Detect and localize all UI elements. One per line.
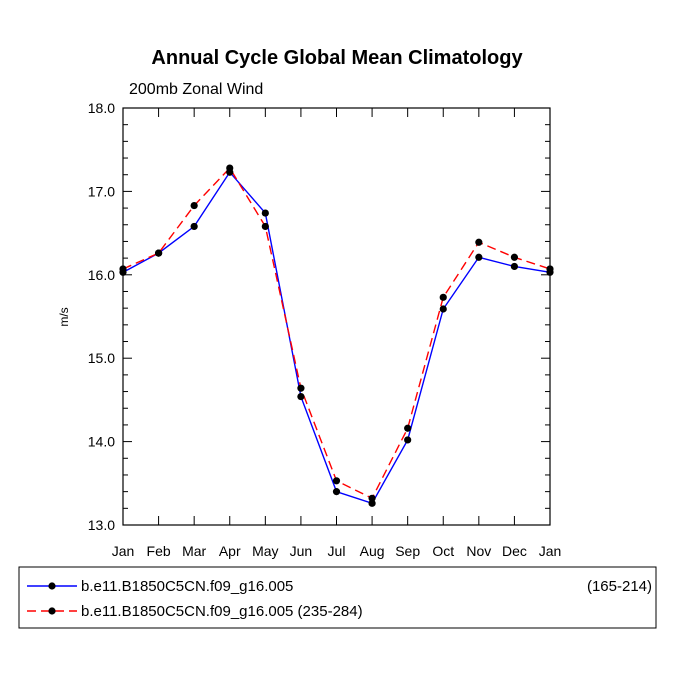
chart-subtitle: 200mb Zonal Wind [129,81,263,98]
series-2-point [439,293,447,301]
series-2-point [404,424,412,432]
series-2-point [119,265,127,273]
series-lines [122,166,551,505]
legend-suffix-1: (165-214) [587,578,652,595]
y-tick-label: 13.0 [88,517,115,533]
x-tick-label: May [252,543,278,559]
series-2-point [332,477,341,485]
x-tick-label: Oct [432,543,454,559]
chart-title: Annual Cycle Global Mean Climatology [151,47,523,69]
series-2-point [297,384,305,392]
series-1-point [439,305,447,313]
series-line-2 [122,166,551,500]
x-tick-label: Aug [360,543,385,559]
x-tick-label: Nov [466,543,491,559]
x-tick-label: Jan [539,543,562,559]
x-tick-label: Mar [182,543,206,559]
x-tick-label: Sep [395,543,420,559]
legend [18,566,657,629]
series-1-point [404,436,412,444]
series-2-point [368,494,376,502]
series-markers [119,164,554,507]
series-1-point [297,392,305,401]
y-tick-label: 15.0 [88,350,115,366]
series-2-point [475,238,483,246]
x-tick-label: Dec [502,543,527,559]
series-1-point [190,222,198,231]
y-tick-label: 16.0 [88,267,115,283]
series-2-point [546,265,554,273]
y-tick-label: 18.0 [88,100,115,116]
series-line-1 [122,171,551,505]
y-tick-label: 17.0 [88,183,115,199]
series-2-point [226,164,234,172]
series-1-point [368,499,376,507]
series-2-point [154,249,163,257]
legend-entries: b.e11.B1850C5CN.f09_g16.005 (165-214) b.e1… [27,578,652,620]
series-2-point [190,201,198,210]
x-tick-label: Feb [147,543,171,559]
series-1-point [475,253,483,261]
legend-marker-2 [48,607,56,615]
x-tick-label: Jul [328,543,346,559]
y-tick-label: 14.0 [88,434,115,450]
axis-ticks: 13.0 14.0 15.0 16.0 17.0 18.0 Jan Feb Mar Apr May J… [88,100,562,559]
series-1-point [332,488,341,496]
x-tick-label: Jun [290,543,313,559]
plot-frame [122,107,551,526]
series-2-point [261,222,269,231]
x-tick-label: Jan [112,543,135,559]
legend-marker-1 [48,582,56,590]
series-2-point [510,253,519,261]
x-tick-label: Apr [219,543,241,559]
series-1-point [510,262,519,271]
legend-label-2: b.e11.B1850C5CN.f09_g16.005 (235-284) [81,603,363,620]
legend-label-1: b.e11.B1850C5CN.f09_g16.005 [81,578,293,595]
y-axis-label: m/s [57,307,71,326]
series-1-point [261,209,269,217]
